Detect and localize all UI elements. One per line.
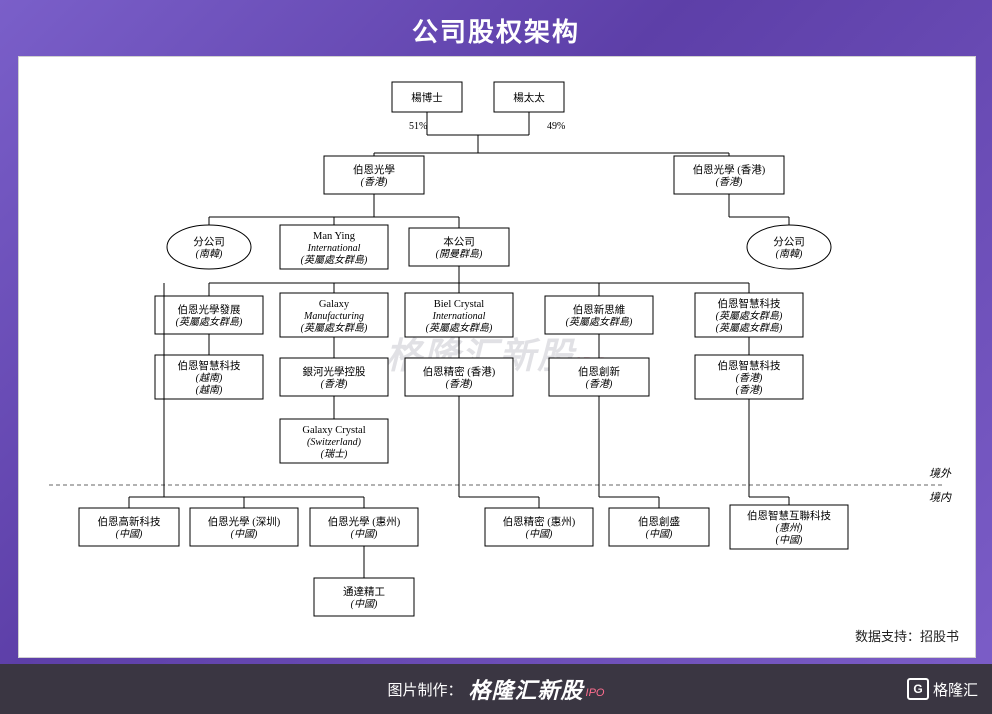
svg-text:Biel Crystal: Biel Crystal bbox=[434, 299, 485, 310]
svg-text:Man Ying: Man Ying bbox=[313, 231, 356, 242]
svg-text:(英屬處女群島): (英屬處女群島) bbox=[176, 316, 243, 328]
svg-text:(中國): (中國) bbox=[231, 528, 258, 540]
svg-text:分公司: 分公司 bbox=[193, 236, 225, 248]
node-zhhk: 伯恩智慧科技(香港)(香港) bbox=[695, 355, 803, 399]
node-zhvn: 伯恩智慧科技(越南)(越南) bbox=[155, 355, 263, 399]
node-bohk2: 伯恩光學 (香港)(香港) bbox=[674, 156, 784, 194]
svg-text:(越南): (越南) bbox=[196, 384, 223, 396]
svg-text:伯恩新思維: 伯恩新思維 bbox=[573, 303, 626, 316]
svg-text:伯恩光學: 伯恩光學 bbox=[353, 163, 395, 176]
org-chart: 楊博士楊太太51%49%伯恩光學(香港)伯恩光學 (香港)(香港)分公司(南韓)… bbox=[19, 57, 975, 657]
node-branch-kr2: 分公司(南韓) bbox=[747, 225, 831, 269]
node-jmhz: 伯恩精密 (惠州)(中國) bbox=[485, 508, 593, 546]
svg-text:(中國): (中國) bbox=[776, 534, 803, 546]
svg-text:(香港): (香港) bbox=[586, 378, 613, 390]
svg-text:伯恩創盛: 伯恩創盛 bbox=[638, 515, 680, 528]
svg-text:Galaxy: Galaxy bbox=[319, 299, 350, 310]
node-bejm: 伯恩精密 (香港)(香港) bbox=[405, 358, 513, 396]
node-tdjg: 通達精工(中國) bbox=[314, 578, 414, 616]
node-myi: Man YingInternational(英屬處女群島) bbox=[280, 225, 388, 269]
node-zhkj: 伯恩智慧科技(英屬處女群島)(英屬處女群島) bbox=[695, 293, 803, 337]
svg-text:楊博士: 楊博士 bbox=[411, 91, 443, 104]
svg-text:伯恩創新: 伯恩創新 bbox=[578, 365, 620, 378]
svg-text:51%: 51% bbox=[409, 121, 427, 132]
node-yhkg: 銀河光學控股(香港) bbox=[280, 358, 388, 396]
svg-text:(中國): (中國) bbox=[526, 528, 553, 540]
svg-text:(英屬處女群島): (英屬處女群島) bbox=[301, 322, 368, 334]
svg-text:(香港): (香港) bbox=[321, 378, 348, 390]
svg-text:伯恩光學 (香港): 伯恩光學 (香港) bbox=[693, 163, 766, 176]
svg-text:境外: 境外 bbox=[929, 467, 952, 480]
svg-text:楊太太: 楊太太 bbox=[513, 91, 545, 104]
svg-text:(中國): (中國) bbox=[116, 528, 143, 540]
node-zhhl: 伯恩智慧互聯科技(惠州)(中國) bbox=[730, 505, 848, 549]
svg-text:(香港): (香港) bbox=[716, 176, 743, 188]
svg-text:通達精工: 通達精工 bbox=[343, 585, 385, 598]
footer-bar: 图片制作： 格隆汇新股 IPO bbox=[0, 664, 992, 714]
svg-text:伯恩光學 (惠州): 伯恩光學 (惠州) bbox=[328, 515, 401, 528]
node-gcs: Galaxy Crystal(Switzerland)(瑞士) bbox=[280, 419, 388, 463]
node-gmfg: GalaxyManufacturing(英屬處女群島) bbox=[280, 293, 388, 337]
svg-text:伯恩高新科技: 伯恩高新科技 bbox=[98, 515, 161, 528]
svg-text:伯恩智慧科技: 伯恩智慧科技 bbox=[718, 359, 781, 372]
svg-text:(開曼群島): (開曼群島) bbox=[436, 248, 483, 260]
svg-text:(英屬處女群島): (英屬處女群島) bbox=[716, 322, 783, 334]
svg-text:(越南): (越南) bbox=[196, 372, 223, 384]
svg-text:伯恩智慧科技: 伯恩智慧科技 bbox=[178, 359, 241, 372]
svg-text:分公司: 分公司 bbox=[773, 236, 805, 248]
node-mrs: 楊太太 bbox=[494, 82, 564, 112]
svg-text:(Switzerland): (Switzerland) bbox=[307, 437, 362, 448]
node-bosz: 伯恩光學 (深圳)(中國) bbox=[190, 508, 298, 546]
page-title: 公司股权架构 bbox=[0, 0, 992, 57]
svg-text:International: International bbox=[432, 311, 486, 322]
svg-text:伯恩光學發展: 伯恩光學發展 bbox=[178, 303, 241, 316]
svg-text:(香港): (香港) bbox=[361, 176, 388, 188]
svg-text:(英屬處女群島): (英屬處女群島) bbox=[566, 316, 633, 328]
svg-text:49%: 49% bbox=[547, 121, 565, 132]
svg-text:(香港): (香港) bbox=[446, 378, 473, 390]
node-xsw: 伯恩新思維(英屬處女群島) bbox=[545, 296, 653, 334]
svg-text:境内: 境内 bbox=[929, 491, 952, 504]
node-bohk: 伯恩光學(香港) bbox=[324, 156, 424, 194]
node-bohz: 伯恩光學 (惠州)(中國) bbox=[310, 508, 418, 546]
svg-text:(南韓): (南韓) bbox=[196, 248, 223, 260]
svg-text:(瑞士): (瑞士) bbox=[321, 448, 348, 460]
svg-text:(中國): (中國) bbox=[351, 598, 378, 610]
node-cx: 伯恩創新(香港) bbox=[549, 358, 649, 396]
svg-text:(英屬處女群島): (英屬處女群島) bbox=[301, 254, 368, 266]
svg-text:Manufacturing: Manufacturing bbox=[303, 311, 364, 322]
svg-text:伯恩精密 (香港): 伯恩精密 (香港) bbox=[423, 365, 496, 378]
svg-text:伯恩智慧互聯科技: 伯恩智慧互聯科技 bbox=[747, 509, 831, 522]
svg-text:(南韓): (南韓) bbox=[776, 248, 803, 260]
svg-text:伯恩光學 (深圳): 伯恩光學 (深圳) bbox=[208, 515, 281, 528]
svg-text:(香港): (香港) bbox=[736, 384, 763, 396]
corner-brand: G格隆汇 bbox=[907, 678, 978, 700]
svg-text:銀河光學控股: 銀河光學控股 bbox=[303, 365, 366, 378]
svg-text:Galaxy Crystal: Galaxy Crystal bbox=[302, 425, 365, 436]
node-gxkj: 伯恩高新科技(中國) bbox=[79, 508, 179, 546]
svg-text:本公司: 本公司 bbox=[443, 235, 475, 248]
svg-text:(中國): (中國) bbox=[351, 528, 378, 540]
svg-text:(英屬處女群島): (英屬處女群島) bbox=[426, 322, 493, 334]
svg-text:(中國): (中國) bbox=[646, 528, 673, 540]
node-bci: Biel CrystalInternational(英屬處女群島) bbox=[405, 293, 513, 337]
svg-text:(惠州): (惠州) bbox=[776, 522, 803, 534]
svg-text:(香港): (香港) bbox=[736, 372, 763, 384]
node-company: 本公司(開曼群島) bbox=[409, 228, 509, 266]
node-branch-kr1: 分公司(南韓) bbox=[167, 225, 251, 269]
svg-text:伯恩精密 (惠州): 伯恩精密 (惠州) bbox=[503, 515, 576, 528]
svg-text:International: International bbox=[307, 243, 361, 254]
svg-text:伯恩智慧科技: 伯恩智慧科技 bbox=[718, 297, 781, 310]
data-support: 数据支持：招股书 bbox=[855, 626, 959, 645]
node-dr: 楊博士 bbox=[392, 82, 462, 112]
svg-text:(英屬處女群島): (英屬處女群島) bbox=[716, 310, 783, 322]
node-dev: 伯恩光學發展(英屬處女群島) bbox=[155, 296, 263, 334]
diagram-panel: 格隆汇新股IPO 楊博士楊太太51%49%伯恩光學(香港)伯恩光學 (香港)(香… bbox=[18, 56, 976, 658]
node-cs: 伯恩創盛(中國) bbox=[609, 508, 709, 546]
